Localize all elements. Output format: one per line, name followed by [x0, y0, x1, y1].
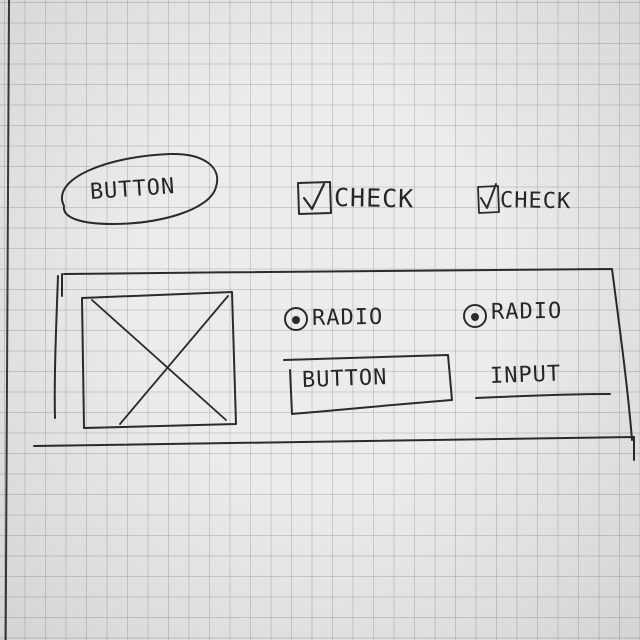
radio-1-label: RADIO — [311, 304, 384, 331]
radio-1[interactable] — [284, 307, 308, 331]
image-placeholder — [81, 291, 237, 429]
radio-2-label: RADIO — [490, 298, 563, 325]
input-underline[interactable] — [475, 393, 611, 399]
input-label[interactable]: INPUT — [489, 361, 562, 389]
radio-1-dot-icon — [292, 316, 300, 324]
panel-outline — [33, 268, 635, 461]
top-button-outline[interactable] — [61, 152, 219, 225]
radio-1-circle[interactable] — [284, 307, 308, 331]
checkmark-icon — [480, 183, 497, 209]
checkbox-2[interactable] — [477, 183, 500, 214]
radio-2-dot-icon — [471, 313, 479, 321]
checkbox-1-label: CHECK — [333, 183, 415, 214]
panel-button-label[interactable]: BUTTON — [301, 365, 388, 393]
checkbox-1[interactable] — [297, 181, 332, 215]
checkbox-2-box[interactable] — [477, 185, 500, 214]
panel-button-outline[interactable] — [283, 354, 453, 415]
radio-2-circle[interactable] — [463, 304, 487, 328]
checkbox-2-label: CHECK — [499, 188, 572, 215]
checkmark-icon — [302, 182, 326, 211]
checkbox-1-box[interactable] — [297, 181, 332, 215]
radio-2[interactable] — [463, 304, 487, 328]
